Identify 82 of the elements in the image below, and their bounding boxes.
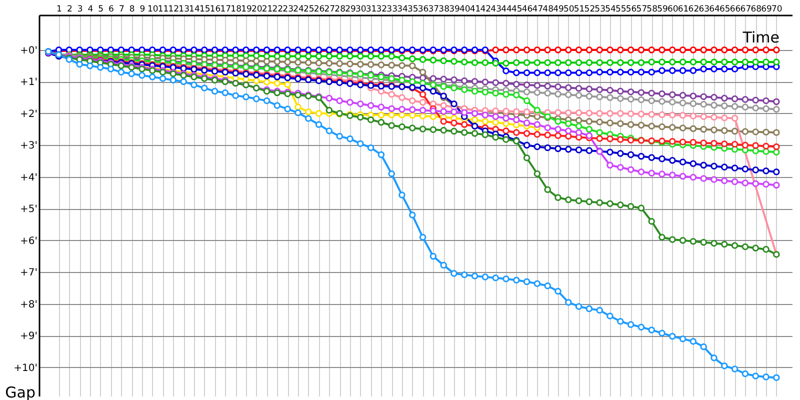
x-tick-label: 13 xyxy=(178,4,190,14)
x-tick-label: 19 xyxy=(241,4,252,14)
x-tick-label: 42 xyxy=(480,4,492,14)
x-tick-label: 20 xyxy=(251,4,262,14)
x-tick-label: 60 xyxy=(667,4,678,14)
x-tick-label: 58 xyxy=(646,4,658,14)
y-tick-label: +4' xyxy=(20,172,38,184)
x-tick-label: 11 xyxy=(158,4,169,14)
y-tick-label: +2' xyxy=(20,108,38,120)
x-tick-label: 69 xyxy=(761,4,772,14)
x-tick-label: 43 xyxy=(490,4,502,14)
x-tick-label: 38 xyxy=(438,4,450,14)
x-tick-label: 30 xyxy=(355,4,366,14)
x-tick-label: 5 xyxy=(98,4,104,14)
x-tick-label: 3 xyxy=(77,4,83,14)
x-tick-label: 36 xyxy=(418,4,429,14)
x-tick-label: 8 xyxy=(129,4,135,14)
x-axis-title: Time xyxy=(742,28,780,46)
x-tick-label: 35 xyxy=(407,4,418,14)
x-tick-label: 53 xyxy=(594,4,606,14)
x-tick-label: 57 xyxy=(636,4,648,14)
y-tick-label: +9' xyxy=(20,331,38,342)
x-tick-label: 46 xyxy=(522,4,533,14)
x-tick-label: 34 xyxy=(397,4,408,14)
x-tick-label: 48 xyxy=(542,4,554,14)
x-tick-label: 16 xyxy=(210,4,221,14)
y-tick-label: +8' xyxy=(20,299,38,310)
x-tick-label: 40 xyxy=(459,4,470,14)
x-tick-label: 39 xyxy=(449,4,460,14)
x-tick-label: 26 xyxy=(314,4,325,14)
x-tick-label: 7 xyxy=(118,4,124,14)
y-tick-label: +6' xyxy=(20,236,38,247)
x-tick-label: 23 xyxy=(282,4,294,14)
x-tick-label: 31 xyxy=(366,4,377,14)
x-tick-label: 65 xyxy=(719,4,730,14)
y-tick-label: +7' xyxy=(20,268,38,279)
x-tick-label: 61 xyxy=(678,4,689,14)
x-tick-label: 49 xyxy=(553,4,564,14)
x-tick-label: 17 xyxy=(220,4,232,14)
y-tick-label: +5' xyxy=(20,204,38,216)
y-tick-label: +1' xyxy=(20,77,38,88)
x-tick-label: 41 xyxy=(470,4,481,14)
x-tick-label: 14 xyxy=(189,4,200,14)
x-tick-label: 25 xyxy=(303,4,314,14)
x-tick-label: 33 xyxy=(386,4,398,14)
x-tick-label: 10 xyxy=(147,4,158,14)
x-tick-label: 47 xyxy=(532,4,544,14)
x-tick-label: 64 xyxy=(709,4,720,14)
x-tick-label: 68 xyxy=(750,4,762,14)
x-tick-label: 15 xyxy=(199,4,210,14)
x-tick-label: 50 xyxy=(563,4,574,14)
x-tick-label: 6 xyxy=(108,4,114,14)
x-tick-label: 29 xyxy=(345,4,356,14)
x-tick-label: 28 xyxy=(334,4,346,14)
x-tick-label: 66 xyxy=(730,4,741,14)
x-tick-label: 27 xyxy=(324,4,336,14)
x-tick-label: 51 xyxy=(574,4,585,14)
x-tick-label: 37 xyxy=(428,4,440,14)
y-tick-label: +10' xyxy=(14,362,38,374)
x-tick-label: 63 xyxy=(698,4,710,14)
x-tick-label: 4 xyxy=(88,4,94,14)
x-tick-label: 56 xyxy=(626,4,637,14)
y-tick-label: +0' xyxy=(20,45,38,56)
x-tick-label: 54 xyxy=(605,4,616,14)
x-tick-label: 9 xyxy=(140,4,146,14)
x-tick-label: 24 xyxy=(293,4,304,14)
x-tick-label: 59 xyxy=(657,4,668,14)
x-tick-label: 21 xyxy=(262,4,273,14)
x-tick-label: 12 xyxy=(168,4,180,14)
x-tick-label: 70 xyxy=(771,4,782,14)
x-tick-label: 55 xyxy=(615,4,626,14)
x-tick-label: 52 xyxy=(584,4,596,14)
x-tick-label: 2 xyxy=(66,4,72,14)
x-tick-label: 45 xyxy=(511,4,522,14)
x-tick-label: 1 xyxy=(56,4,62,14)
y-tick-label: +3' xyxy=(20,140,38,152)
x-tick-label: 18 xyxy=(230,4,242,14)
x-tick-label: 44 xyxy=(501,4,512,14)
x-tick-label: 22 xyxy=(272,4,284,14)
x-tick-label: 32 xyxy=(376,4,388,14)
x-tick-label: 62 xyxy=(688,4,700,14)
x-tick-label: 67 xyxy=(740,4,752,14)
